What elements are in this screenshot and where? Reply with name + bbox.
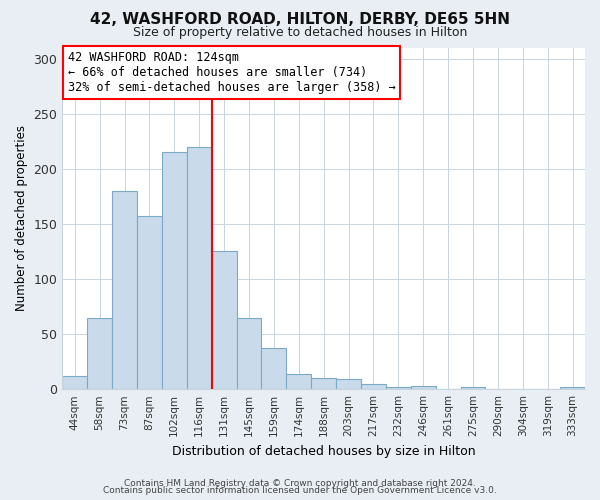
Text: Contains HM Land Registry data © Crown copyright and database right 2024.: Contains HM Land Registry data © Crown c…: [124, 478, 476, 488]
Bar: [286, 374, 311, 389]
Bar: [236, 318, 262, 389]
Bar: [311, 378, 336, 389]
Bar: [461, 387, 485, 389]
Bar: [162, 152, 187, 389]
Text: Contains public sector information licensed under the Open Government Licence v3: Contains public sector information licen…: [103, 486, 497, 495]
Bar: [187, 146, 212, 389]
Bar: [112, 191, 137, 389]
Text: 42, WASHFORD ROAD, HILTON, DERBY, DE65 5HN: 42, WASHFORD ROAD, HILTON, DERBY, DE65 5…: [90, 12, 510, 28]
Bar: [560, 387, 585, 389]
Text: Size of property relative to detached houses in Hilton: Size of property relative to detached ho…: [133, 26, 467, 39]
Bar: [137, 216, 162, 389]
Bar: [62, 376, 87, 389]
Bar: [336, 380, 361, 389]
Y-axis label: Number of detached properties: Number of detached properties: [15, 126, 28, 312]
Text: 42 WASHFORD ROAD: 124sqm
← 66% of detached houses are smaller (734)
32% of semi-: 42 WASHFORD ROAD: 124sqm ← 66% of detach…: [68, 51, 395, 94]
Bar: [262, 348, 286, 389]
Bar: [386, 387, 411, 389]
X-axis label: Distribution of detached houses by size in Hilton: Distribution of detached houses by size …: [172, 444, 475, 458]
Bar: [361, 384, 386, 389]
Bar: [212, 252, 236, 389]
Bar: [411, 386, 436, 389]
Bar: [87, 318, 112, 389]
